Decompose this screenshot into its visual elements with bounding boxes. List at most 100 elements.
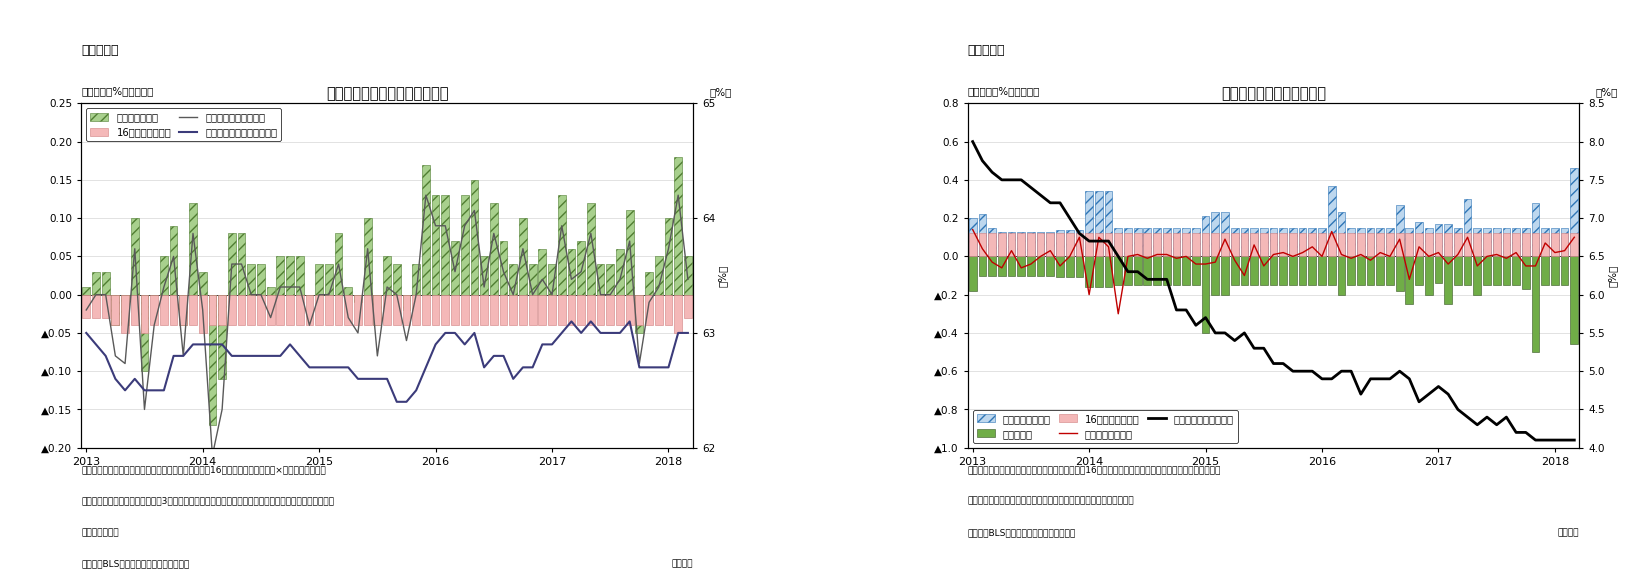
Text: （%）: （%） <box>1595 88 1618 98</box>
Bar <box>1057 257 1063 277</box>
Bar <box>422 165 430 294</box>
Text: （前月差、%ポイント）: （前月差、%ポイント） <box>81 87 153 96</box>
Bar <box>267 294 275 325</box>
Bar <box>1192 228 1200 257</box>
Bar <box>674 294 682 333</box>
Bar <box>1162 234 1171 257</box>
Bar <box>1405 234 1413 257</box>
Bar <box>1270 234 1278 257</box>
Bar <box>363 294 371 325</box>
Bar <box>625 211 633 294</box>
Bar <box>1309 228 1315 257</box>
Bar <box>306 294 313 325</box>
Bar <box>257 294 265 325</box>
Bar <box>1086 191 1092 257</box>
Bar <box>480 257 488 294</box>
Bar <box>1483 257 1491 285</box>
Bar <box>1250 257 1258 285</box>
Bar <box>1571 234 1578 257</box>
Bar <box>654 294 663 325</box>
Text: （図表６）: （図表６） <box>967 44 1006 57</box>
Bar <box>1542 234 1550 257</box>
Bar <box>1522 228 1530 257</box>
Bar <box>615 249 624 294</box>
Bar <box>1493 228 1501 257</box>
Text: グラフの前月差データは後方3カ月移動平均。また、年次ごとに人口推計が変更になっているため、: グラフの前月差データは後方3カ月移動平均。また、年次ごとに人口推計が変更になって… <box>81 497 334 506</box>
Bar <box>549 294 555 325</box>
Text: （月次）: （月次） <box>1558 528 1579 537</box>
Bar <box>558 195 565 294</box>
Bar <box>1415 222 1423 257</box>
Bar <box>111 294 119 325</box>
Bar <box>1231 234 1239 257</box>
Bar <box>988 257 996 276</box>
Bar <box>1201 234 1210 257</box>
Bar <box>1123 228 1131 257</box>
Bar <box>1542 257 1550 285</box>
Bar <box>1270 257 1278 285</box>
Bar <box>1105 257 1112 287</box>
Bar <box>1027 234 1035 257</box>
Bar <box>1309 257 1315 285</box>
Bar <box>1114 228 1122 257</box>
Bar <box>988 234 996 257</box>
Bar <box>287 257 295 294</box>
Bar <box>103 294 109 317</box>
Bar <box>412 264 420 294</box>
Bar <box>998 257 1006 276</box>
Bar <box>1348 234 1354 257</box>
Bar <box>363 218 371 294</box>
Bar <box>111 294 119 325</box>
Bar <box>1211 257 1219 294</box>
Bar <box>529 264 537 294</box>
Bar <box>1008 234 1016 257</box>
Bar <box>1434 224 1442 257</box>
Bar <box>1338 234 1345 257</box>
Bar <box>1076 230 1083 257</box>
Bar <box>1532 203 1540 257</box>
Bar <box>1358 234 1364 257</box>
Bar <box>1182 228 1190 257</box>
Bar <box>1241 257 1249 285</box>
Bar <box>568 249 575 294</box>
Bar <box>1047 234 1055 257</box>
Bar <box>654 257 663 294</box>
Bar <box>1395 257 1403 291</box>
Title: 労働参加率の変化（要因分解）: 労働参加率の変化（要因分解） <box>326 86 448 101</box>
Bar <box>247 264 256 294</box>
Bar <box>1211 212 1219 257</box>
Bar <box>1270 228 1278 257</box>
Bar <box>1561 257 1568 285</box>
Bar <box>1299 257 1307 285</box>
Bar <box>1086 234 1092 257</box>
Bar <box>1464 199 1472 257</box>
Bar <box>1338 257 1345 294</box>
Bar <box>1153 257 1161 285</box>
Bar <box>208 294 217 425</box>
Bar <box>519 294 527 325</box>
Bar <box>480 294 488 325</box>
Bar <box>373 294 381 325</box>
Bar <box>1096 234 1102 257</box>
Bar <box>1143 234 1151 257</box>
Bar <box>1512 257 1521 285</box>
Bar <box>1096 191 1102 257</box>
Bar <box>1503 234 1511 257</box>
Bar <box>1250 234 1258 257</box>
Bar <box>208 294 217 325</box>
Bar <box>510 294 518 325</box>
Bar <box>169 226 177 294</box>
Bar <box>140 294 148 371</box>
Bar <box>1319 257 1325 285</box>
Bar <box>1385 257 1394 285</box>
Bar <box>160 294 168 325</box>
Bar <box>1376 257 1384 285</box>
Bar <box>1057 230 1063 257</box>
Bar <box>296 257 303 294</box>
Bar <box>1162 228 1171 257</box>
Bar <box>1260 228 1268 257</box>
Bar <box>130 294 138 325</box>
Bar <box>140 294 148 333</box>
Bar <box>1319 234 1325 257</box>
Bar <box>1385 228 1394 257</box>
